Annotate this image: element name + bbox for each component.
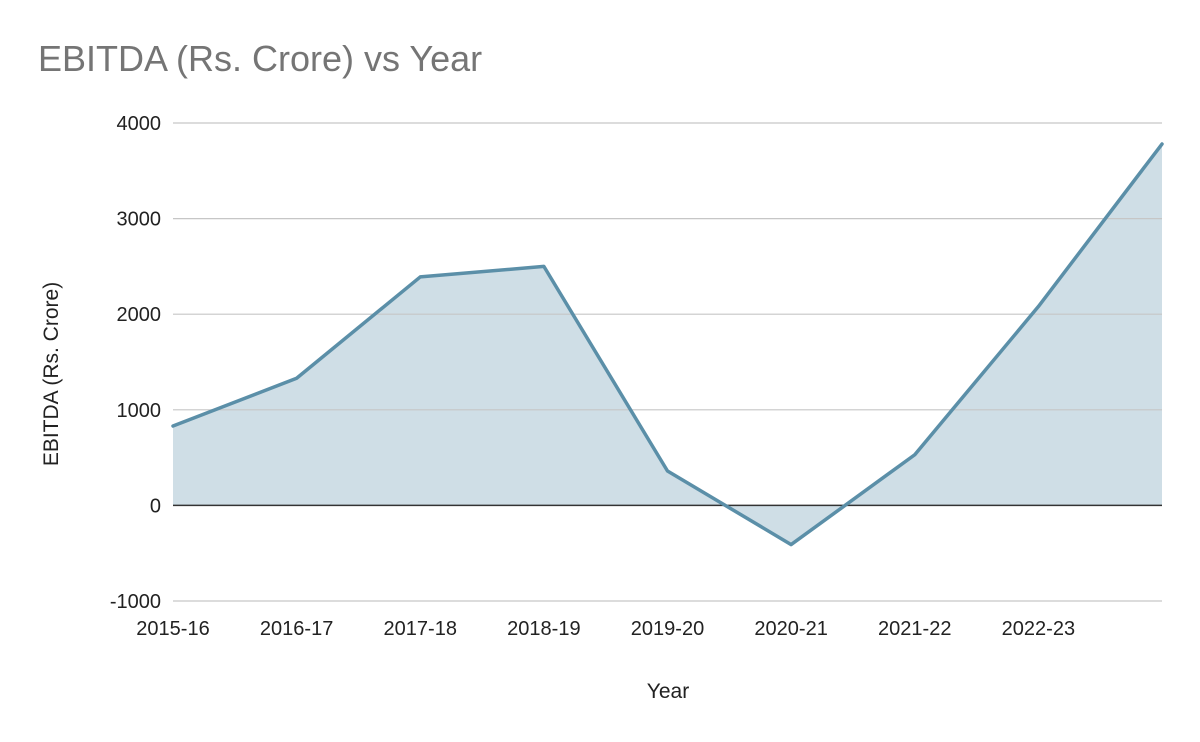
x-tick-label: 2015-16: [136, 618, 209, 640]
data-point: [295, 376, 299, 380]
y-axis-title: EBITDA (Rs. Crore): [40, 282, 63, 466]
data-point: [418, 275, 422, 279]
x-tick-label: 2016-17: [260, 618, 333, 640]
data-point: [913, 453, 917, 457]
series-area: [173, 144, 1162, 545]
data-point: [542, 264, 546, 268]
y-tick-label: -1000: [110, 591, 161, 613]
y-tick-label: 4000: [117, 113, 162, 135]
series-line: [171, 142, 1164, 547]
data-point: [1160, 142, 1164, 146]
y-tick-label: 0: [150, 495, 161, 517]
x-tick-label: 2017-18: [384, 618, 457, 640]
chart-title: EBITDA (Rs. Crore) vs Year: [38, 38, 483, 79]
y-tick-label: 3000: [117, 209, 162, 231]
data-point: [666, 469, 670, 473]
x-tick-label: 2022-23: [1002, 618, 1075, 640]
data-point: [171, 424, 175, 428]
x-axis-title: Year: [647, 680, 689, 703]
data-point: [789, 543, 793, 547]
x-tick-label: 2019-20: [631, 618, 704, 640]
data-point: [1036, 305, 1040, 309]
x-tick-label: 2018-19: [507, 618, 580, 640]
y-tick-label: 2000: [117, 304, 162, 326]
x-tick-label: 2021-22: [878, 618, 951, 640]
x-tick-label: 2020-21: [754, 618, 827, 640]
y-tick-label: 1000: [117, 400, 162, 422]
